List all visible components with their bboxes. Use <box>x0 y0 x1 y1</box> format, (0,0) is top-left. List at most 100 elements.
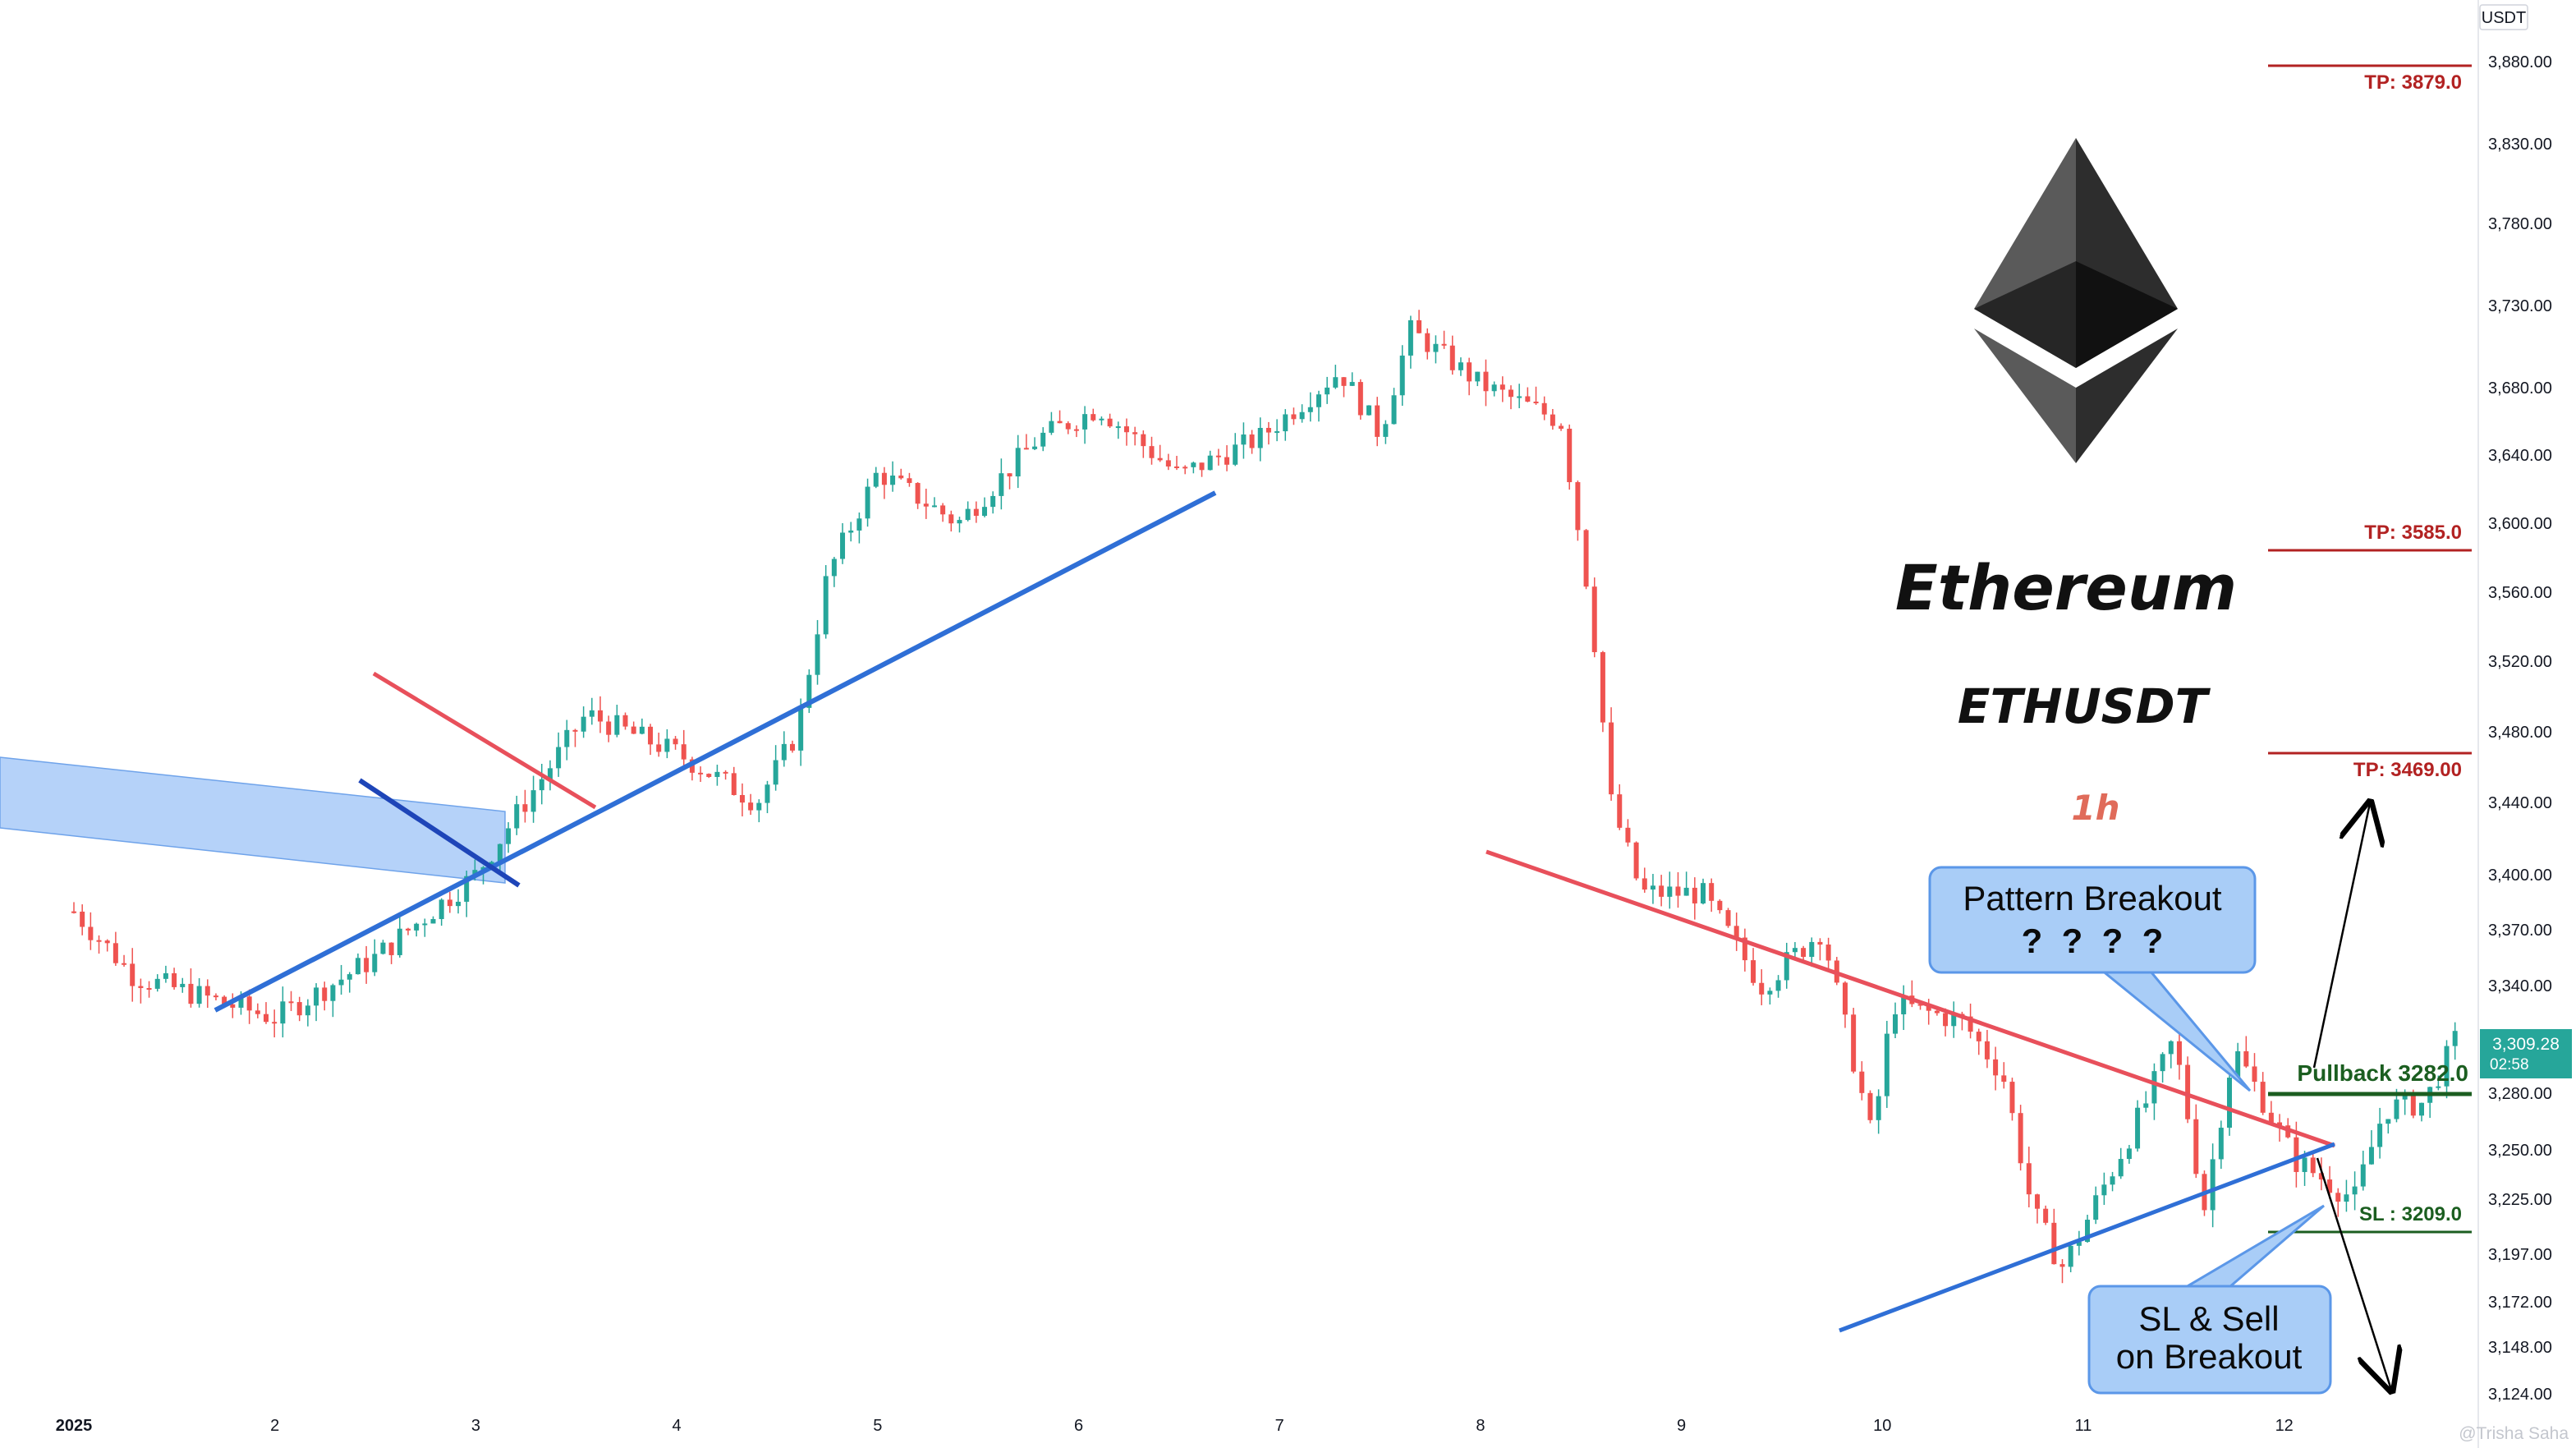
flag-trendline <box>358 778 521 888</box>
up-arrow <box>2312 803 2370 1069</box>
y-tick-label: 3,340.00 <box>2488 977 2552 995</box>
candle-body <box>305 1005 310 1016</box>
candle-body <box>2352 1186 2358 1195</box>
candle-body <box>130 963 135 986</box>
candle-body <box>572 729 578 732</box>
candle-body <box>2210 1159 2216 1211</box>
candle-body <box>2051 1222 2057 1265</box>
candle-body <box>464 876 470 902</box>
candle-body <box>1449 345 1455 370</box>
candle-body <box>1366 405 1372 416</box>
y-tick-label: 3,370.00 <box>2488 922 2552 940</box>
candle-body <box>1642 878 1647 890</box>
sl-label: SL : 3209.0 <box>2359 1203 2462 1225</box>
candle-body <box>1233 444 1238 465</box>
candle-body <box>388 942 394 955</box>
x-tick-label: 2025 <box>56 1417 93 1435</box>
candle-body <box>1667 886 1673 897</box>
candle-body <box>272 1022 278 1024</box>
candle-body <box>1040 432 1046 447</box>
candle-body <box>2009 1082 2015 1114</box>
flag-resistance-line <box>372 671 597 810</box>
candle-body <box>907 478 912 484</box>
candle-body <box>1575 482 1581 531</box>
y-tick-label: 3,197.00 <box>2488 1246 2552 1264</box>
candle-body <box>556 747 562 769</box>
y-tick-label: 3,172.00 <box>2488 1294 2552 1312</box>
candle-body <box>731 773 737 795</box>
callout-pattern-line2: ? ? ? ? <box>2022 922 2164 960</box>
candle-body <box>1725 910 1731 926</box>
candle-body <box>999 473 1004 496</box>
currency-label: USDT <box>2482 9 2526 27</box>
candle-body <box>1299 411 1305 420</box>
candle-body <box>1701 883 1706 903</box>
candle-body <box>2294 1137 2299 1172</box>
candle-body <box>815 634 820 675</box>
candle-body <box>1307 407 1313 412</box>
candle-body <box>1609 722 1614 795</box>
candle-body <box>163 972 168 979</box>
candle-body <box>222 996 227 1004</box>
candle-body <box>146 988 152 991</box>
candle-body <box>773 760 778 785</box>
candle-body <box>1517 396 1522 398</box>
candle-body <box>614 715 620 735</box>
candle-body <box>456 901 461 907</box>
candle-body <box>497 844 503 862</box>
candle-body <box>80 911 85 927</box>
candle-body <box>1775 980 1781 991</box>
candle-body <box>296 1002 302 1016</box>
candle-body <box>1533 402 1539 404</box>
callout-sl-line2: on Breakout <box>2116 1337 2303 1376</box>
candle-body <box>1115 426 1121 429</box>
callout-sl-line1: SL & Sell <box>2138 1299 2279 1338</box>
candle-body <box>2260 1082 2266 1113</box>
candle-body <box>230 1004 236 1008</box>
candle-body <box>1023 448 1029 450</box>
y-tick-label: 3,730.00 <box>2488 297 2552 315</box>
candle-body <box>856 518 862 531</box>
candle-body <box>656 744 662 752</box>
candle-body <box>1199 462 1205 471</box>
candle-body <box>1224 457 1230 465</box>
candle-body <box>1107 418 1113 427</box>
candle-body <box>1257 427 1263 448</box>
candle-body <box>873 472 879 487</box>
candle-body <box>1091 414 1096 421</box>
candle-body <box>2135 1107 2141 1149</box>
candle-body <box>1926 1004 1931 1011</box>
candle-body <box>2026 1163 2032 1195</box>
candle-body <box>480 867 486 871</box>
candle-body <box>1951 1014 1957 1027</box>
candle-body <box>2143 1103 2149 1108</box>
candle-body <box>1467 362 1472 382</box>
candle-body <box>1784 952 1789 981</box>
candle-body <box>2226 1078 2232 1129</box>
x-axis-ticks: 2025 2 3 4 5 6 7 8 9 10 11 12 <box>56 1417 2294 1435</box>
candle-body <box>1132 432 1138 434</box>
candle-body <box>1659 885 1665 897</box>
candle-body <box>1550 414 1555 426</box>
candle-body <box>1801 948 1807 958</box>
candle-body <box>1073 429 1079 431</box>
symbol-text: ETHUSDT <box>1958 678 2211 734</box>
candle-body <box>1475 371 1481 382</box>
timeframe-text: 1h <box>2071 788 2119 828</box>
candle-body <box>2185 1064 2191 1119</box>
candle-body <box>264 1014 269 1023</box>
watermark: @Trisha Saha <box>2459 1424 2569 1443</box>
candle-body <box>1049 421 1054 433</box>
candle-body <box>631 726 636 734</box>
triangle-support-line <box>1839 1142 2335 1333</box>
candle-body <box>781 743 787 761</box>
candle-body <box>1733 926 1739 938</box>
candle-body <box>1842 982 1848 1015</box>
candle-body <box>1433 343 1439 352</box>
candle-body <box>1742 937 1747 961</box>
candle-body <box>1717 900 1723 911</box>
candle-body <box>2410 1093 2416 1116</box>
candle-body <box>1591 586 1597 653</box>
candle-body <box>1207 455 1213 471</box>
candle-body <box>522 804 528 812</box>
